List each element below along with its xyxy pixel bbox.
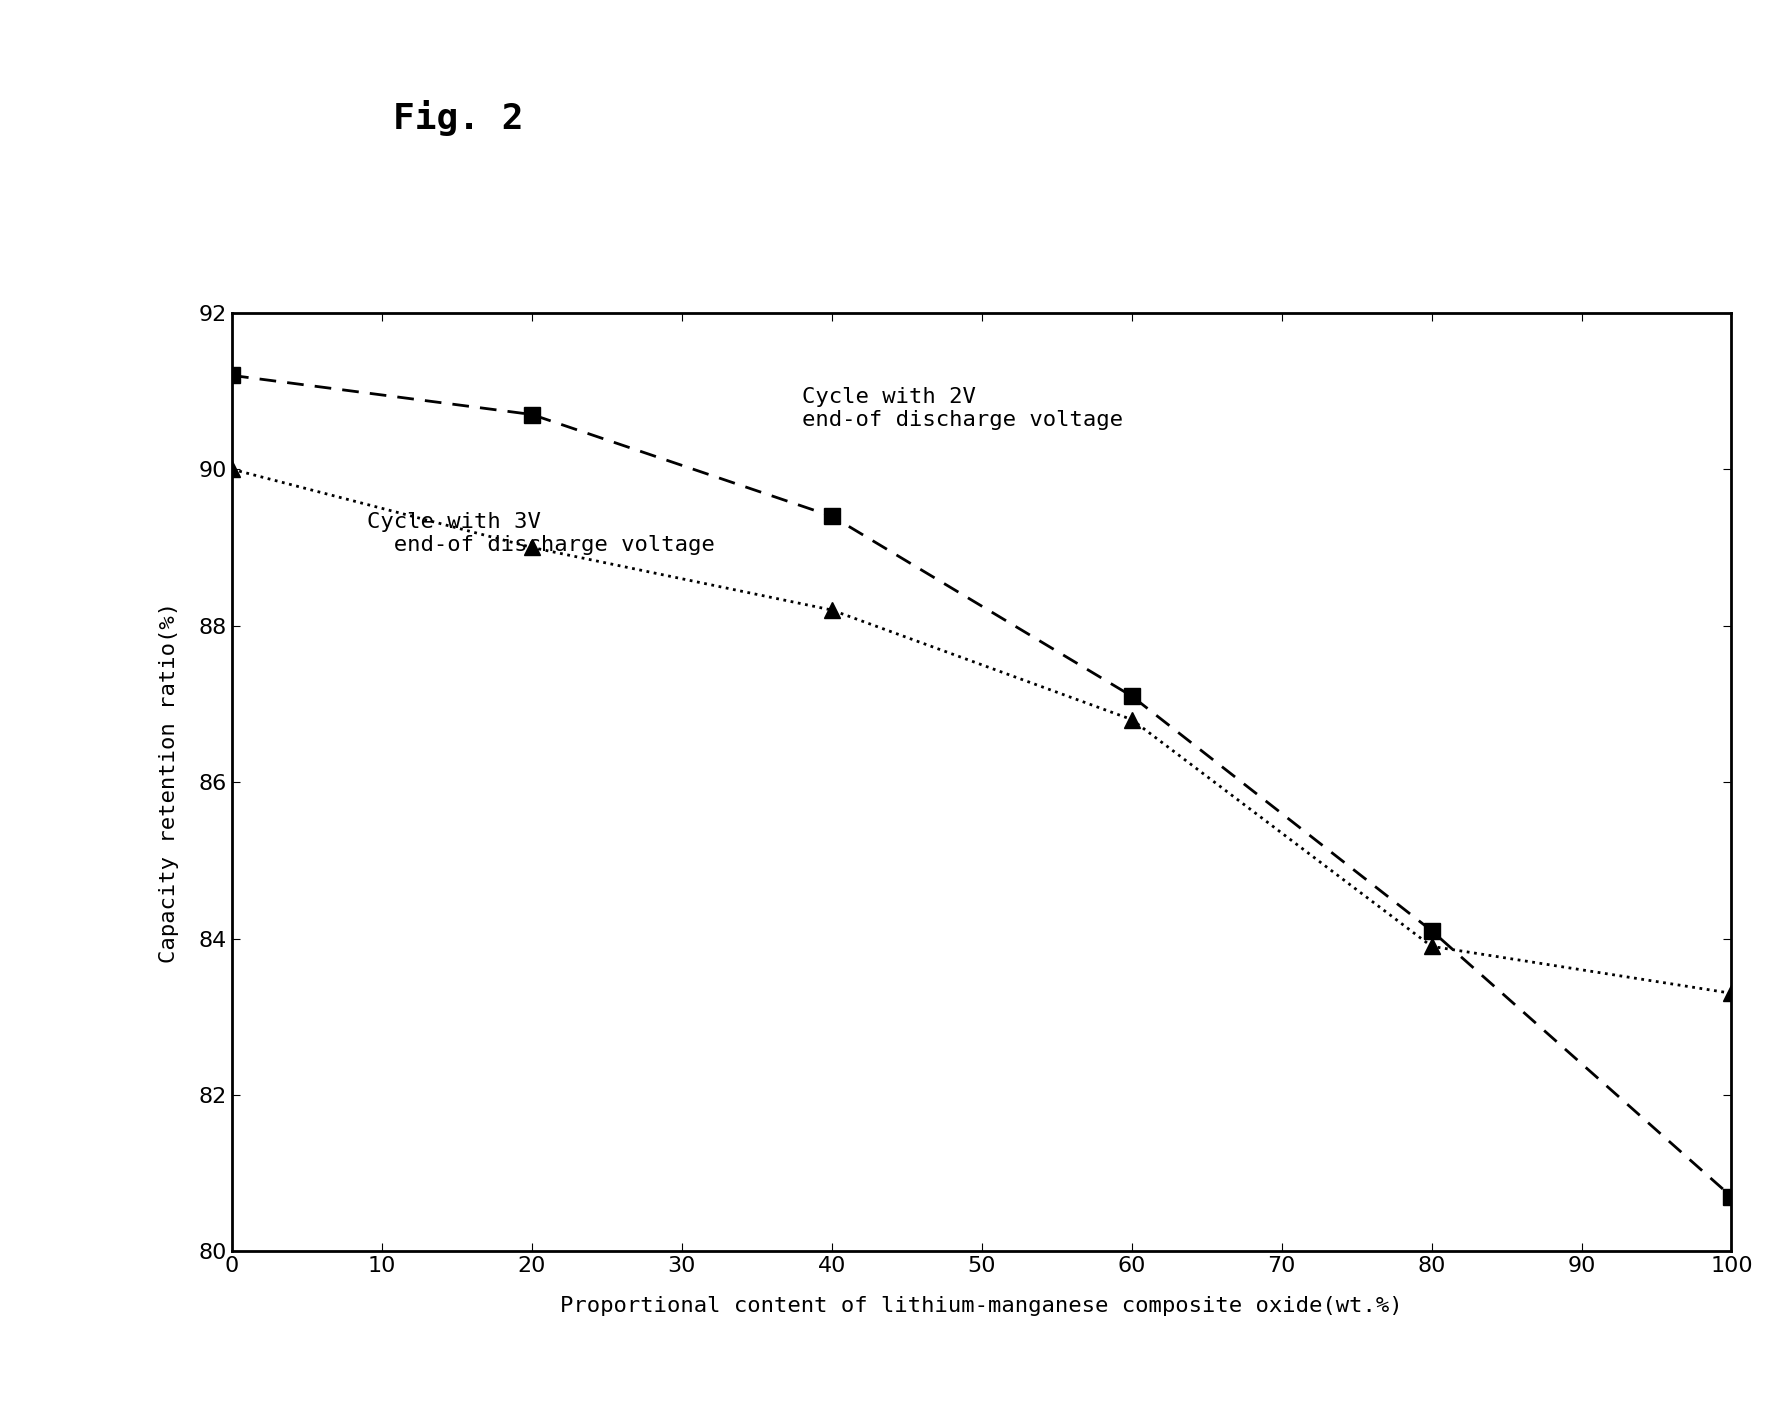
Y-axis label: Capacity retention ratio(%): Capacity retention ratio(%) bbox=[159, 602, 178, 963]
Text: Cycle with 2V
end-of discharge voltage: Cycle with 2V end-of discharge voltage bbox=[801, 387, 1123, 429]
Text: Cycle with 3V
  end-of discharge voltage: Cycle with 3V end-of discharge voltage bbox=[368, 512, 714, 555]
X-axis label: Proportional content of lithium-manganese composite oxide(wt.%): Proportional content of lithium-manganes… bbox=[560, 1295, 1403, 1315]
Text: Fig. 2: Fig. 2 bbox=[393, 100, 523, 135]
